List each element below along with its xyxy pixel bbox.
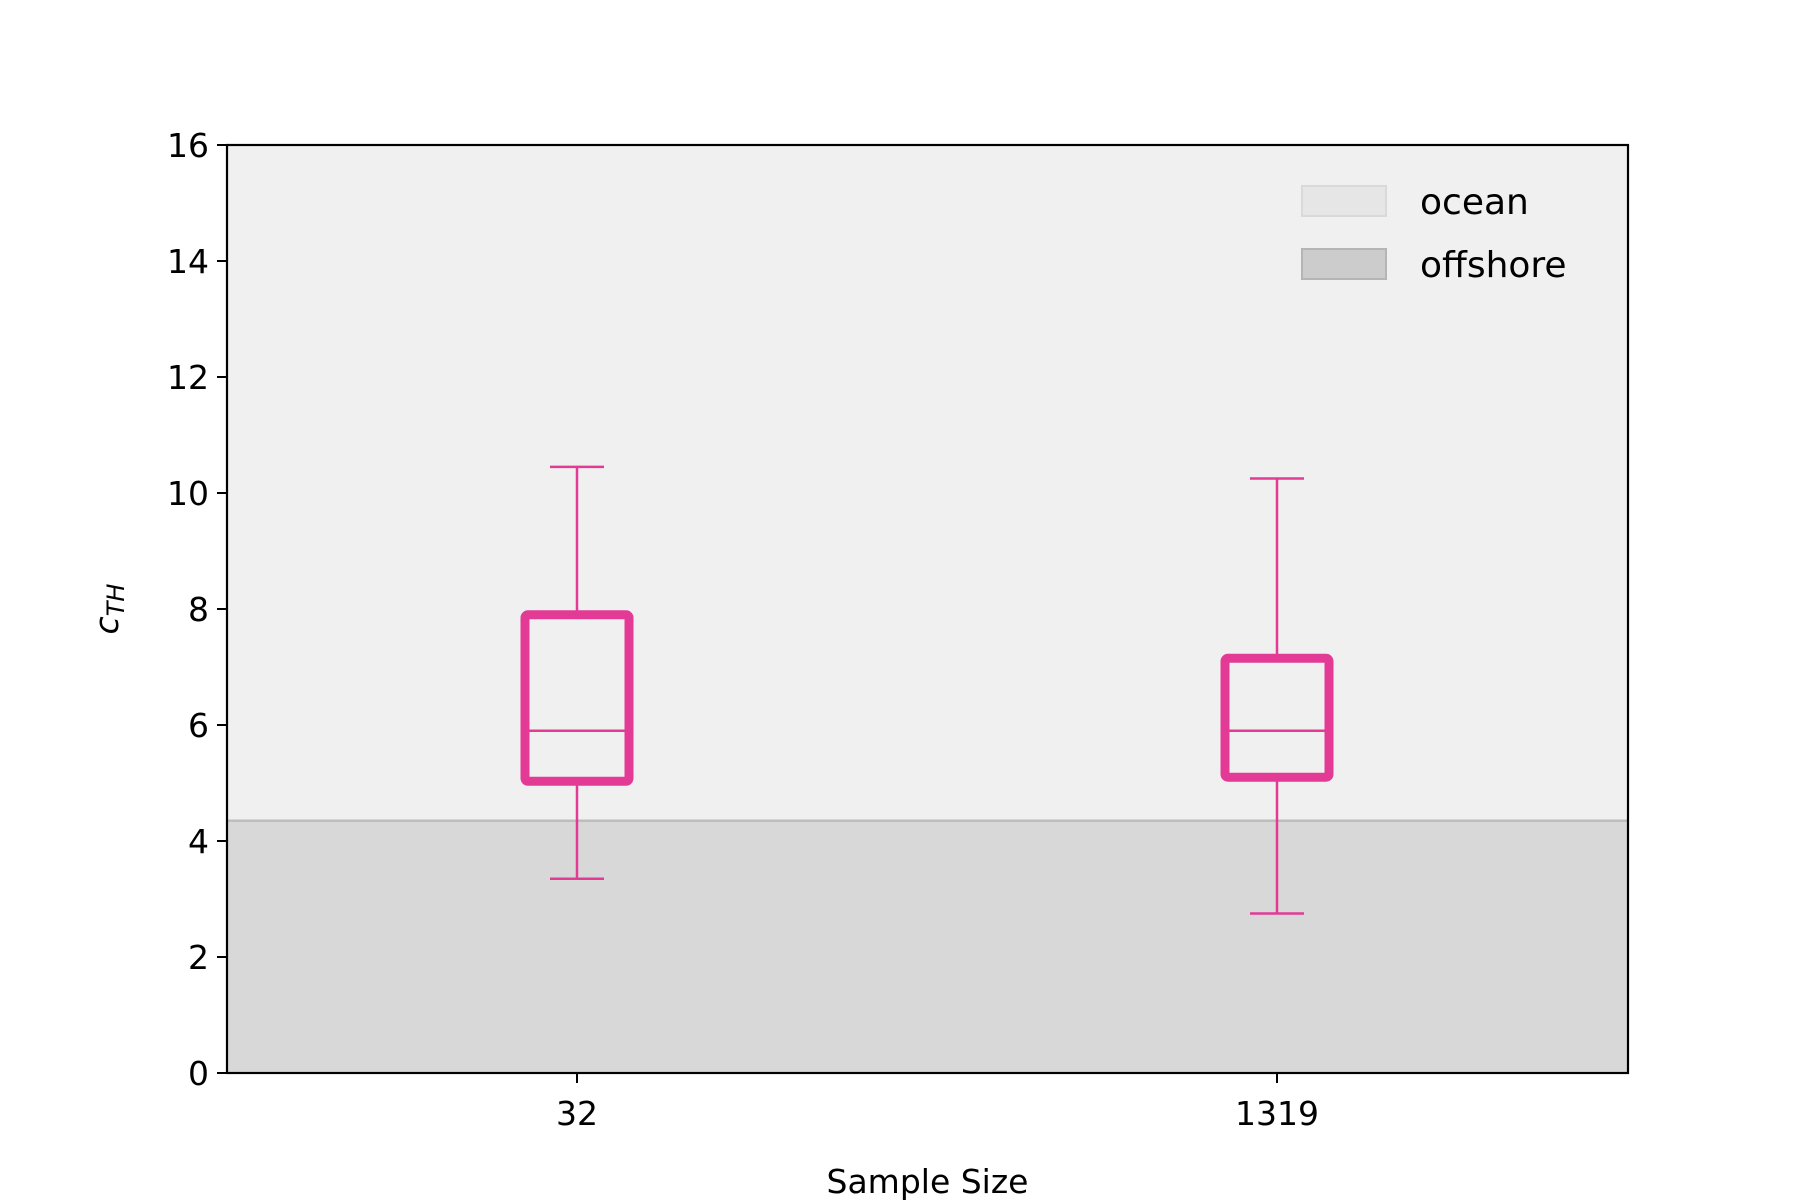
x-axis: 32 1319 (556, 1073, 1319, 1133)
y-tick-label: 0 (188, 1054, 209, 1093)
legend-label: offshore (1420, 245, 1567, 286)
legend-label: ocean (1420, 182, 1529, 223)
box-1319 (1220, 477, 1334, 915)
y-tick-label: 14 (167, 242, 209, 281)
box-body (1220, 653, 1334, 782)
legend: ocean offshore (1301, 182, 1567, 286)
y-axis-title: cTH (87, 584, 130, 635)
legend-item-offshore: offshore (1301, 245, 1567, 286)
region-ocean (227, 145, 1628, 821)
regions-layer (227, 145, 1628, 1073)
y-tick-label: 2 (188, 938, 209, 977)
y-axis-title-subscript: TH (102, 584, 130, 617)
y-tick-label: 6 (188, 706, 209, 745)
y-axis: 0 2 4 6 8 10 12 14 16 (167, 126, 227, 1093)
y-tick-label: 16 (167, 126, 209, 165)
x-tick-label: 1319 (1235, 1094, 1319, 1133)
x-axis-title: Sample Size (827, 1162, 1029, 1200)
x-tick-label: 32 (556, 1094, 598, 1133)
y-tick-label: 4 (188, 822, 209, 861)
y-axis-title-main: c (87, 616, 126, 634)
legend-swatch (1301, 248, 1387, 280)
y-tick-label: 8 (188, 590, 209, 629)
boxes-layer (520, 465, 1334, 915)
legend-item-ocean: ocean (1301, 182, 1529, 223)
box-32 (520, 465, 634, 880)
y-tick-label: 12 (167, 358, 209, 397)
box-body (520, 610, 634, 786)
y-tick-label: 10 (167, 474, 209, 513)
legend-swatch (1301, 185, 1387, 217)
region-offshore (227, 820, 1628, 1073)
